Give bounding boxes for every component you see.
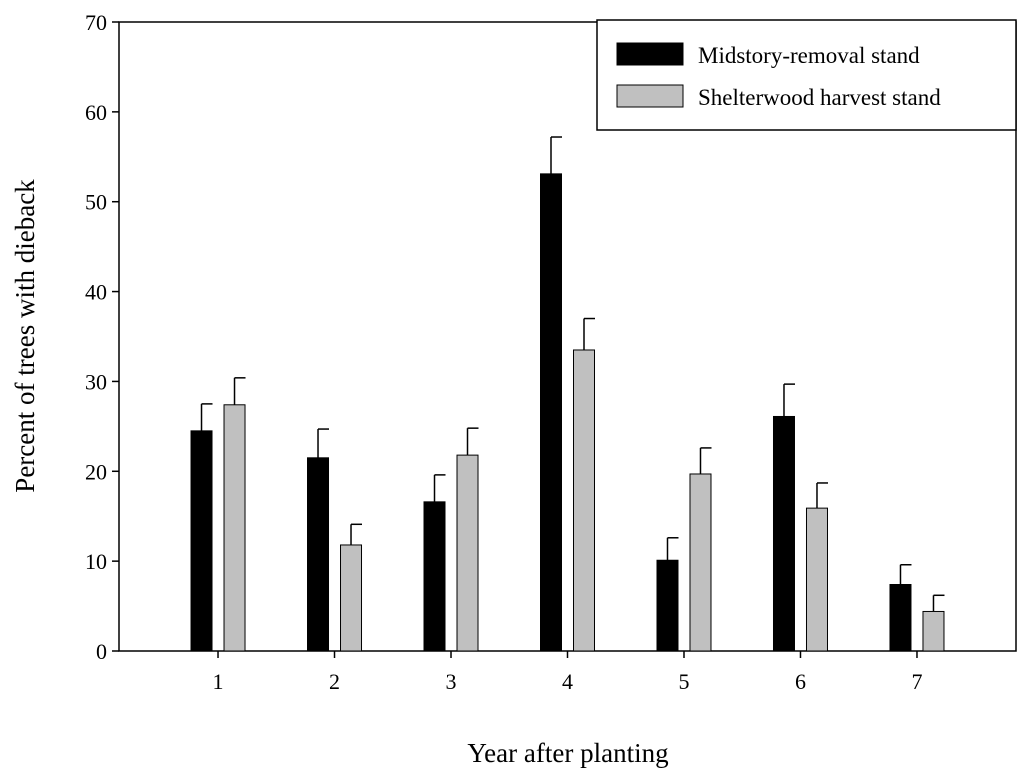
x-tick-label: 6 (795, 669, 806, 694)
y-axis: 0 10 20 30 40 50 60 70 (85, 10, 119, 664)
bars-group (190, 136, 945, 652)
bar-shelterwood-year-5 (689, 473, 712, 652)
bar-shelterwood-year-3 (456, 454, 479, 652)
legend-box (596, 19, 1017, 131)
x-tick-label: 2 (329, 669, 340, 694)
bar-midstory-year-5 (656, 559, 679, 652)
y-axis-title: Percent of trees with dieback (10, 179, 40, 493)
bar-midstory-year-6 (772, 415, 795, 652)
x-axis: 1 2 3 4 5 6 7 (213, 651, 922, 694)
x-tick-label: 4 (562, 669, 573, 694)
y-tick-label: 40 (85, 280, 107, 305)
bar-midstory-year-2 (307, 457, 330, 652)
legend: Midstory-removal stand Shelterwood harve… (596, 19, 1017, 131)
bar-midstory-year-7 (889, 584, 912, 652)
x-tick-label: 3 (446, 669, 457, 694)
x-tick-label: 7 (911, 669, 922, 694)
bar-midstory-year-3 (423, 501, 446, 652)
bar-shelterwood-year-7 (922, 610, 945, 652)
bar-shelterwood-year-1 (223, 404, 246, 652)
y-tick-label: 30 (85, 369, 107, 394)
bar-shelterwood-year-6 (805, 507, 828, 652)
legend-label-shelterwood: Shelterwood harvest stand (698, 85, 941, 110)
y-tick-label: 50 (85, 190, 107, 215)
bar-midstory-year-4 (540, 173, 562, 652)
bar-shelterwood-year-4 (573, 349, 595, 652)
y-tick-label: 10 (85, 549, 107, 574)
x-tick-label: 1 (213, 669, 224, 694)
legend-swatch-midstory (616, 42, 684, 66)
y-tick-label: 0 (96, 639, 107, 664)
x-axis-title: Year after planting (467, 738, 668, 768)
y-tick-label: 20 (85, 459, 107, 484)
legend-label-midstory: Midstory-removal stand (698, 43, 920, 68)
y-tick-label: 70 (85, 10, 107, 35)
x-tick-label: 5 (678, 669, 689, 694)
y-tick-label: 60 (85, 100, 107, 125)
legend-swatch-shelterwood (616, 84, 684, 108)
bar-shelterwood-year-2 (340, 544, 363, 652)
bar-midstory-year-1 (190, 430, 213, 652)
